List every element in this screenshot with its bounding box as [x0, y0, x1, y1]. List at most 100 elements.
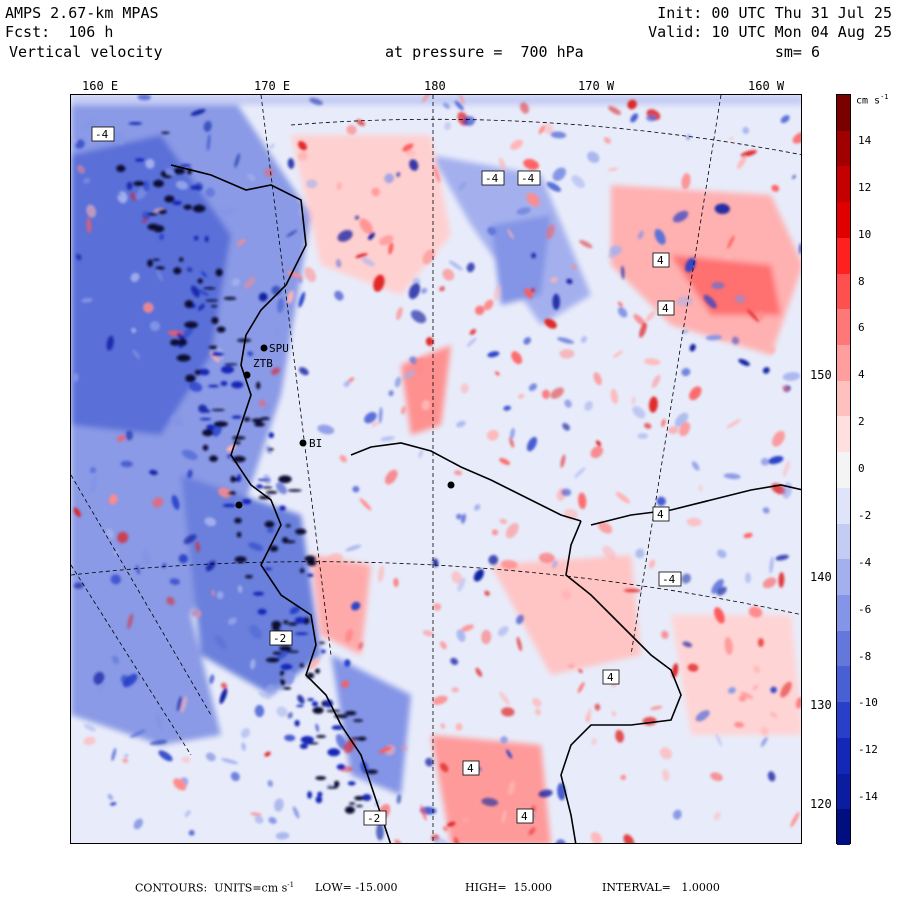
field-speckle: [579, 240, 593, 249]
field-speckle: [149, 321, 161, 332]
field-speckle: [561, 590, 572, 600]
footer-low: LOW= -15.000: [315, 881, 398, 894]
terrain-feature: [255, 484, 263, 489]
terrain-feature: [326, 786, 338, 789]
terrain-feature: [280, 670, 285, 676]
field-speckle: [83, 736, 96, 746]
field-speckle: [457, 577, 466, 592]
field-speckle: [425, 337, 434, 346]
field-speckle: [672, 210, 689, 223]
field-speckle: [183, 534, 197, 545]
field-speckle: [188, 829, 195, 836]
terrain-feature: [314, 668, 320, 674]
colorbar-swatch: [837, 202, 850, 239]
terrain-feature: [173, 167, 186, 175]
terrain-feature: [299, 568, 305, 574]
field-speckle: [595, 440, 602, 447]
graticule: [71, 95, 801, 843]
field-speckle: [672, 663, 679, 678]
terrain-feature: [185, 374, 196, 383]
colorbar-tick-label: 0: [858, 462, 865, 475]
field-speckle: [775, 554, 789, 561]
field-speckle: [132, 349, 141, 360]
field-speckle: [631, 396, 636, 405]
field-speckle: [577, 682, 585, 693]
field-speckle: [556, 337, 575, 344]
field-speckle: [364, 412, 377, 424]
contour-label: 4: [662, 302, 669, 315]
vertical-velocity-map: SPU ZTB BI -4 -4 -4 4 4 -2 4 -4 4 4: [70, 94, 802, 844]
colorbar-tick-label: -10: [858, 696, 878, 710]
field-speckle: [166, 167, 175, 176]
field-speckle: [149, 469, 158, 476]
field-speckle: [254, 815, 264, 824]
terrain-feature: [269, 545, 279, 552]
footer-contours: CONTOURS: UNITS=cm s-1: [135, 881, 295, 895]
field-speckle: [422, 249, 435, 265]
field-speckle: [415, 358, 426, 364]
field-speckle: [166, 596, 175, 606]
field-speckle: [781, 384, 790, 393]
field-speckle: [250, 812, 262, 817]
field-speckle: [771, 184, 780, 192]
terrain-feature: [170, 339, 181, 346]
field-speckle: [334, 290, 344, 301]
field-speckle: [237, 585, 243, 594]
model-title: AMPS 2.67-km MPAS: [5, 4, 159, 22]
field-speckle: [250, 658, 256, 670]
field-speckle: [566, 278, 573, 285]
field-speckle: [354, 215, 360, 220]
field-speckle: [686, 134, 691, 141]
init-time: Init: 00 UTC Thu 31 Jul 25: [657, 4, 892, 22]
terrain-feature: [345, 711, 357, 716]
field-speckle: [714, 607, 725, 624]
field-speckle: [551, 560, 558, 569]
field-speckle: [108, 494, 118, 505]
field-speckle: [275, 482, 287, 495]
terrain-feature: [256, 381, 261, 390]
field-speckle: [608, 167, 619, 172]
field-speckle: [90, 475, 97, 493]
contour-labels: -4 -4 -4 4 4 -2 4 -4 4 4 4 -2: [91, 126, 682, 826]
field-speckle: [451, 571, 462, 584]
terrain-feature: [271, 620, 282, 629]
field-speckle: [729, 136, 734, 141]
terrain-feature: [190, 185, 202, 190]
field-speckle: [617, 307, 628, 318]
colorbar-swatch: [837, 523, 850, 560]
field-speckle: [509, 436, 515, 448]
terrain-feature: [265, 490, 278, 494]
field-speckle: [598, 521, 613, 534]
colorbar-tick-label: 10: [858, 227, 872, 241]
field-speckle: [481, 629, 492, 645]
field-speckle: [373, 274, 385, 292]
field-speckle: [488, 555, 499, 565]
field-speckle: [384, 173, 394, 184]
terrain-feature: [262, 486, 273, 489]
field-speckle: [401, 745, 408, 751]
terrain-feature: [203, 287, 216, 290]
field-speckle: [89, 467, 97, 474]
terrain-feature: [161, 131, 170, 134]
field-speckle: [456, 513, 462, 520]
terrain-feature: [299, 663, 304, 668]
terrain-feature: [230, 475, 236, 483]
field-speckle: [740, 150, 757, 157]
terrain-feature: [211, 351, 224, 357]
field-speckle: [654, 228, 666, 245]
field-speckle: [283, 670, 295, 686]
field-speckle: [112, 190, 122, 197]
field-speckle: [752, 684, 759, 691]
field-speckle: [608, 106, 622, 115]
field-speckle: [792, 132, 801, 144]
field-speckle: [767, 771, 776, 782]
field-speckle: [234, 153, 240, 168]
field-speckle: [191, 285, 200, 298]
terrain-feature: [304, 555, 316, 563]
field-speckle: [713, 811, 721, 821]
field-speckle: [473, 569, 484, 582]
terrain-feature: [213, 421, 228, 427]
field-speckle: [461, 513, 466, 524]
terrain-feature: [227, 491, 236, 495]
field-speckle: [341, 680, 350, 688]
